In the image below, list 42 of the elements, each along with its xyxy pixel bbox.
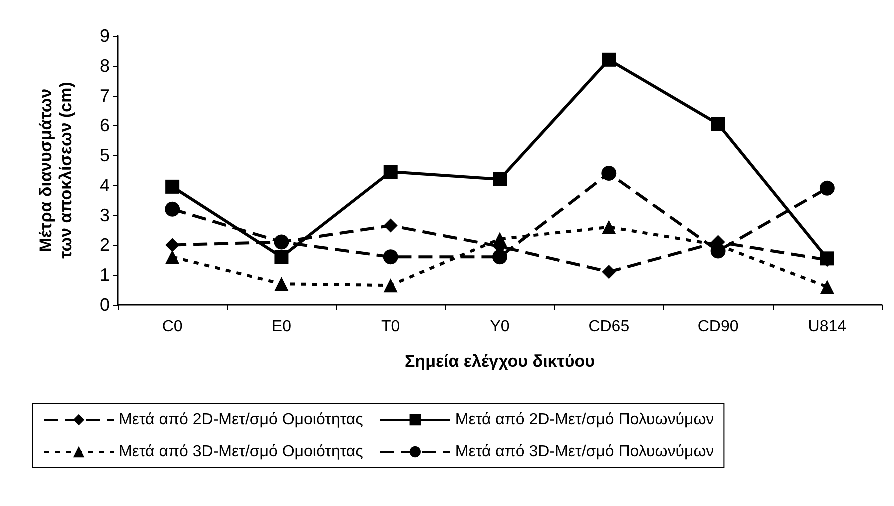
x-tick-label: C0 [162,318,183,336]
point [602,52,616,67]
legend-label: Μετά από 3D-Μετ/σμό Πολυωνύμων [455,444,714,460]
point [820,180,835,196]
y-tick-label: 3 [100,205,110,226]
y-axis-title: Μέτρα διανυσμάτων των αποκλίσεων (cm) [36,82,76,259]
point [166,250,180,264]
point [384,278,398,293]
point [711,117,726,132]
point [166,238,180,252]
point [493,172,507,186]
point [384,164,398,179]
y-tick-label: 9 [100,26,110,46]
y-tick-label: 5 [100,146,110,166]
y-tick-label: 6 [100,116,110,136]
x-tick-label: T0 [382,318,400,336]
y-tick-label: 1 [100,265,110,286]
y-tick-label: 4 [100,175,110,196]
point [274,250,289,264]
point [166,180,180,194]
x-tick-label: CD90 [698,318,739,336]
point [602,166,617,181]
point [820,280,834,294]
y-tick-label: 0 [100,295,110,315]
point [602,220,616,234]
x-tick-label: CD65 [588,318,630,336]
y-tick-label: 7 [100,86,110,106]
legend-label: Μετά από 3D-Μετ/σμό Ομοιότητας [119,444,364,460]
x-tick-label: Y0 [490,318,510,336]
y-tick-label: 2 [100,235,110,256]
point [384,218,398,233]
y-tick-label: 8 [100,56,110,76]
legend-label: Μετά από 2D-Μετ/σμό Ομοιότητας [119,412,364,428]
point [383,250,398,265]
x-axis-title: Σημεία ελέγχου δικτύου [404,352,596,371]
point [492,250,508,265]
x-tick-label: E0 [272,318,292,336]
legend-label: Μετά από 2D-Μετ/σμό Πολυωνύμων [455,412,714,428]
point [274,277,289,292]
x-tick-label: U814 [808,318,847,336]
point [165,202,180,217]
point [602,265,616,280]
